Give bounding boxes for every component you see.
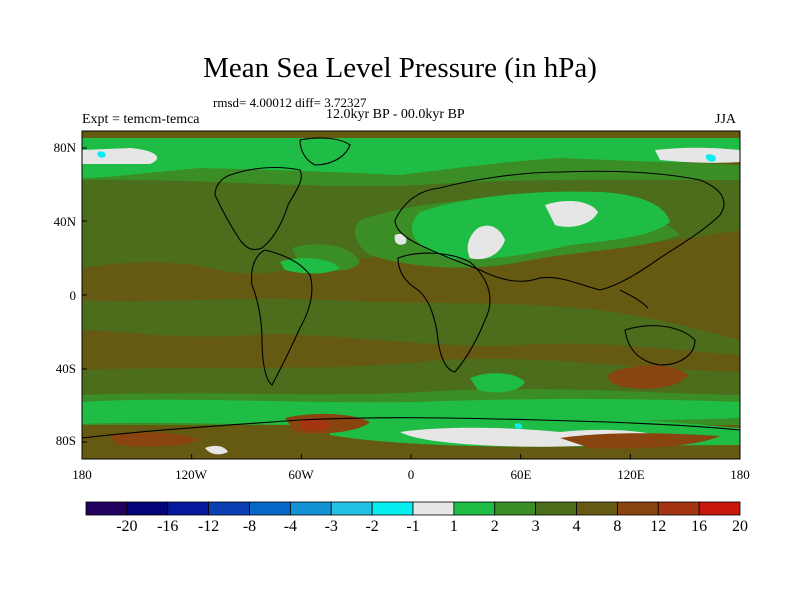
legend-swatch	[330, 501, 373, 516]
light-green-s-indian	[470, 373, 525, 393]
legend-swatch	[208, 501, 250, 516]
legend-label: 4	[572, 518, 581, 535]
cyan-greenland	[97, 151, 106, 158]
legend-swatch	[167, 501, 210, 516]
color-legend	[85, 501, 741, 516]
white-central-asia	[545, 200, 598, 227]
map-title: Mean Sea Level Pressure (in hPa)	[203, 52, 597, 84]
legend-swatch	[85, 501, 128, 516]
legend-label: -4	[283, 518, 298, 535]
lat-label-80s: 80S	[55, 433, 76, 448]
legend-swatch	[535, 501, 577, 516]
period-text: 12.0kyr BP - 00.0kyr BP	[326, 107, 465, 122]
legend-label: 20	[732, 518, 748, 535]
legend-swatch	[576, 501, 618, 516]
season-label: JJA	[715, 112, 737, 127]
legend-label: -8	[242, 518, 257, 535]
legend-label: 12	[650, 518, 667, 535]
stats-text: rmsd= 4.00012 diff= 3.72327	[213, 95, 367, 110]
legend-label: 3	[531, 518, 540, 535]
axis-ticks	[81, 147, 741, 459]
legend-label: 8	[613, 518, 622, 535]
lon-label-60e: 60E	[510, 467, 532, 482]
rust-antarctic-coast	[560, 433, 720, 449]
legend-label: -2	[365, 518, 379, 535]
lon-label-0: 0	[407, 467, 415, 482]
legend-swatch	[698, 501, 741, 516]
legend-label: -16	[157, 518, 179, 535]
rust-high-south-pacific	[608, 365, 688, 389]
legend-swatch	[126, 501, 169, 516]
pressure-field	[82, 131, 740, 459]
legend-label: -20	[116, 518, 138, 535]
legend-label: 16	[691, 518, 708, 535]
olive-band-equator	[82, 298, 740, 355]
legend-swatch	[453, 501, 496, 516]
white-europe	[394, 233, 407, 245]
legend-swatch	[412, 501, 455, 516]
lon-label-120e: 120E	[617, 467, 645, 482]
cyan-antarctic	[514, 423, 523, 429]
experiment-label: Expt = temcm-temca	[82, 112, 200, 127]
legend-swatch	[249, 501, 291, 516]
legend-swatch	[616, 501, 659, 516]
rust-pacific-south	[110, 432, 200, 447]
lat-label-0: 0	[69, 288, 77, 303]
red-high-weddell-core	[300, 418, 330, 431]
light-green-arctic	[82, 138, 740, 178]
lon-label-180e: 180	[730, 467, 750, 482]
legend-label: 1	[449, 518, 458, 535]
legend-swatch	[371, 501, 414, 516]
lon-label-180w: 180	[72, 467, 92, 482]
white-east-siberia	[655, 147, 740, 163]
legend-label: -3	[324, 518, 338, 535]
white-antarctic-west	[205, 445, 228, 455]
lat-label-40n: 40N	[53, 214, 76, 229]
legend-swatch	[289, 501, 332, 516]
legend-label: 2	[490, 518, 499, 535]
legend-swatch	[657, 501, 700, 516]
legend-label: -12	[197, 518, 220, 535]
cyan-siberia	[705, 154, 716, 162]
coastlines	[82, 137, 740, 439]
legend-label: -1	[406, 518, 420, 535]
lat-label-80n: 80N	[53, 140, 76, 155]
white-arabia	[467, 225, 505, 260]
lat-label-40s: 40S	[55, 361, 76, 376]
lon-label-120w: 120W	[175, 467, 207, 482]
legend-swatch	[494, 501, 537, 516]
lon-label-60w: 60W	[288, 467, 314, 482]
